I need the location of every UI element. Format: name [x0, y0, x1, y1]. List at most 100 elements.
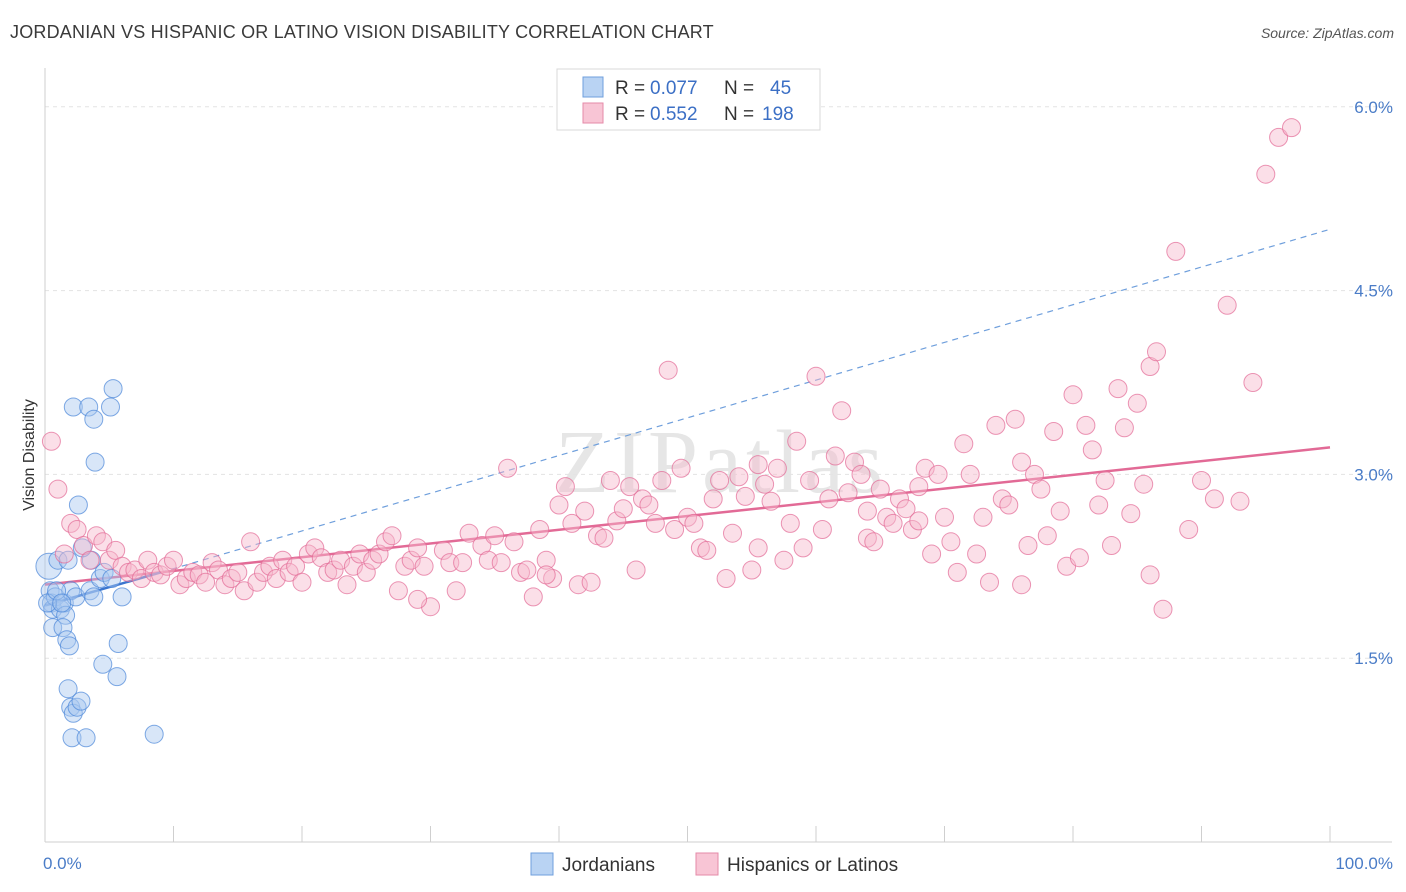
point-hispanic [1069, 548, 1089, 568]
point-hispanic [935, 507, 954, 527]
legend-label-hispanics: Hispanics or Latinos [727, 855, 898, 876]
point-hispanic [54, 544, 74, 564]
point-hispanic [247, 572, 267, 592]
point-hispanic [613, 499, 633, 519]
point-jordanian [79, 397, 99, 417]
point-hispanic [1243, 373, 1263, 392]
point-hispanic [857, 501, 877, 521]
point-hispanic [80, 550, 100, 570]
point-hispanic [909, 511, 929, 531]
point-hispanic [41, 431, 61, 451]
point-hispanic [562, 513, 582, 533]
point-hispanic [832, 401, 852, 421]
legend-n-label-2: N = [724, 104, 754, 125]
point-jordanian [90, 569, 110, 588]
legend-r-label-1: R = [615, 78, 645, 99]
point-hispanic [523, 587, 543, 607]
y-tick-label: 1.5% [1354, 649, 1393, 668]
point-hispanic [626, 560, 646, 580]
point-hispanic [767, 458, 787, 478]
point-hispanic [260, 556, 280, 576]
point-hispanic [1114, 418, 1134, 438]
point-hispanic [665, 520, 685, 539]
point-hispanic [292, 572, 312, 592]
point-hispanic [131, 569, 151, 588]
point-hispanic [870, 479, 890, 499]
point-hispanic [1031, 479, 1051, 499]
point-hispanic [241, 532, 261, 552]
point-hispanic [67, 520, 87, 539]
point-hispanic [645, 513, 665, 533]
point-hispanic [543, 569, 563, 588]
point-hispanic [1147, 342, 1166, 362]
point-hispanic [1217, 295, 1237, 315]
point-jordanian [47, 581, 67, 601]
stats-legend: R = 0.077 N = 45 R = 0.552 N = 198 [556, 68, 821, 131]
point-jordanian [40, 581, 60, 601]
point-hispanic [1095, 471, 1115, 490]
point-hispanic [453, 553, 473, 573]
point-hispanic [947, 562, 967, 582]
point-jordanian [112, 587, 132, 607]
point-hispanic [1076, 415, 1096, 435]
point-hispanic [388, 581, 408, 601]
point-jordanian [52, 593, 72, 613]
point-jordanian [63, 703, 83, 723]
point-jordanian [62, 728, 82, 748]
point-hispanic [999, 495, 1019, 515]
point-hispanic [331, 550, 351, 570]
point-hispanic [1256, 164, 1276, 184]
point-hispanic [800, 471, 820, 490]
point-hispanic [890, 489, 909, 509]
point-hispanic [864, 532, 884, 552]
tick-labels: 1.5% 3.0% 4.5% 6.0% 0.0% 100.0% [43, 98, 1393, 873]
point-hispanic [928, 464, 948, 484]
point-hispanic [960, 464, 980, 484]
point-hispanic [607, 511, 627, 531]
point-hispanic [1127, 393, 1147, 413]
point-hispanic [825, 446, 845, 466]
legend-r-value-2: 0.552 [650, 104, 698, 125]
point-jordanian [43, 618, 63, 638]
point-hispanic [819, 489, 839, 509]
point-hispanic [787, 431, 807, 451]
x-tick-label-min: 0.0% [43, 854, 82, 873]
point-hispanic [909, 477, 929, 497]
point-hispanic [748, 455, 768, 475]
point-hispanic [530, 520, 550, 539]
y-tick-label: 6.0% [1354, 98, 1393, 117]
point-hispanic [639, 495, 659, 515]
point-hispanic [581, 572, 601, 592]
point-hispanic [755, 474, 775, 494]
point-jordanian [58, 679, 78, 699]
point-hispanic [697, 540, 717, 560]
point-jordanian [80, 581, 100, 601]
point-jordanian [93, 654, 113, 674]
point-jordanian [63, 397, 83, 417]
point-hispanic [1153, 599, 1173, 619]
point-hispanic [48, 479, 68, 499]
point-hispanic [742, 560, 762, 580]
point-jordanian [94, 562, 114, 582]
point-hispanic [202, 553, 222, 573]
point-hispanic [1082, 440, 1102, 460]
point-hispanic [806, 366, 826, 386]
point-hispanic [594, 528, 614, 548]
point-hispanic [1140, 565, 1160, 585]
point-hispanic [517, 560, 537, 580]
point-hispanic [838, 483, 858, 503]
point-hispanic [369, 544, 389, 564]
point-jordanian [71, 691, 91, 711]
point-hispanic [703, 489, 723, 509]
point-hispanic [1108, 379, 1128, 399]
legend-swatch-jordanians [582, 76, 604, 98]
point-hispanic [723, 523, 742, 543]
point-jordanian [58, 550, 78, 570]
source-label: Source: ZipAtlas.com [1260, 25, 1394, 41]
legend-n-value-1: 45 [770, 78, 791, 99]
point-hispanic [485, 526, 505, 546]
point-jordanian [84, 587, 104, 607]
legend-r-label-2: R = [615, 104, 645, 125]
point-hispanic [189, 565, 209, 585]
point-hispanic [761, 491, 781, 511]
